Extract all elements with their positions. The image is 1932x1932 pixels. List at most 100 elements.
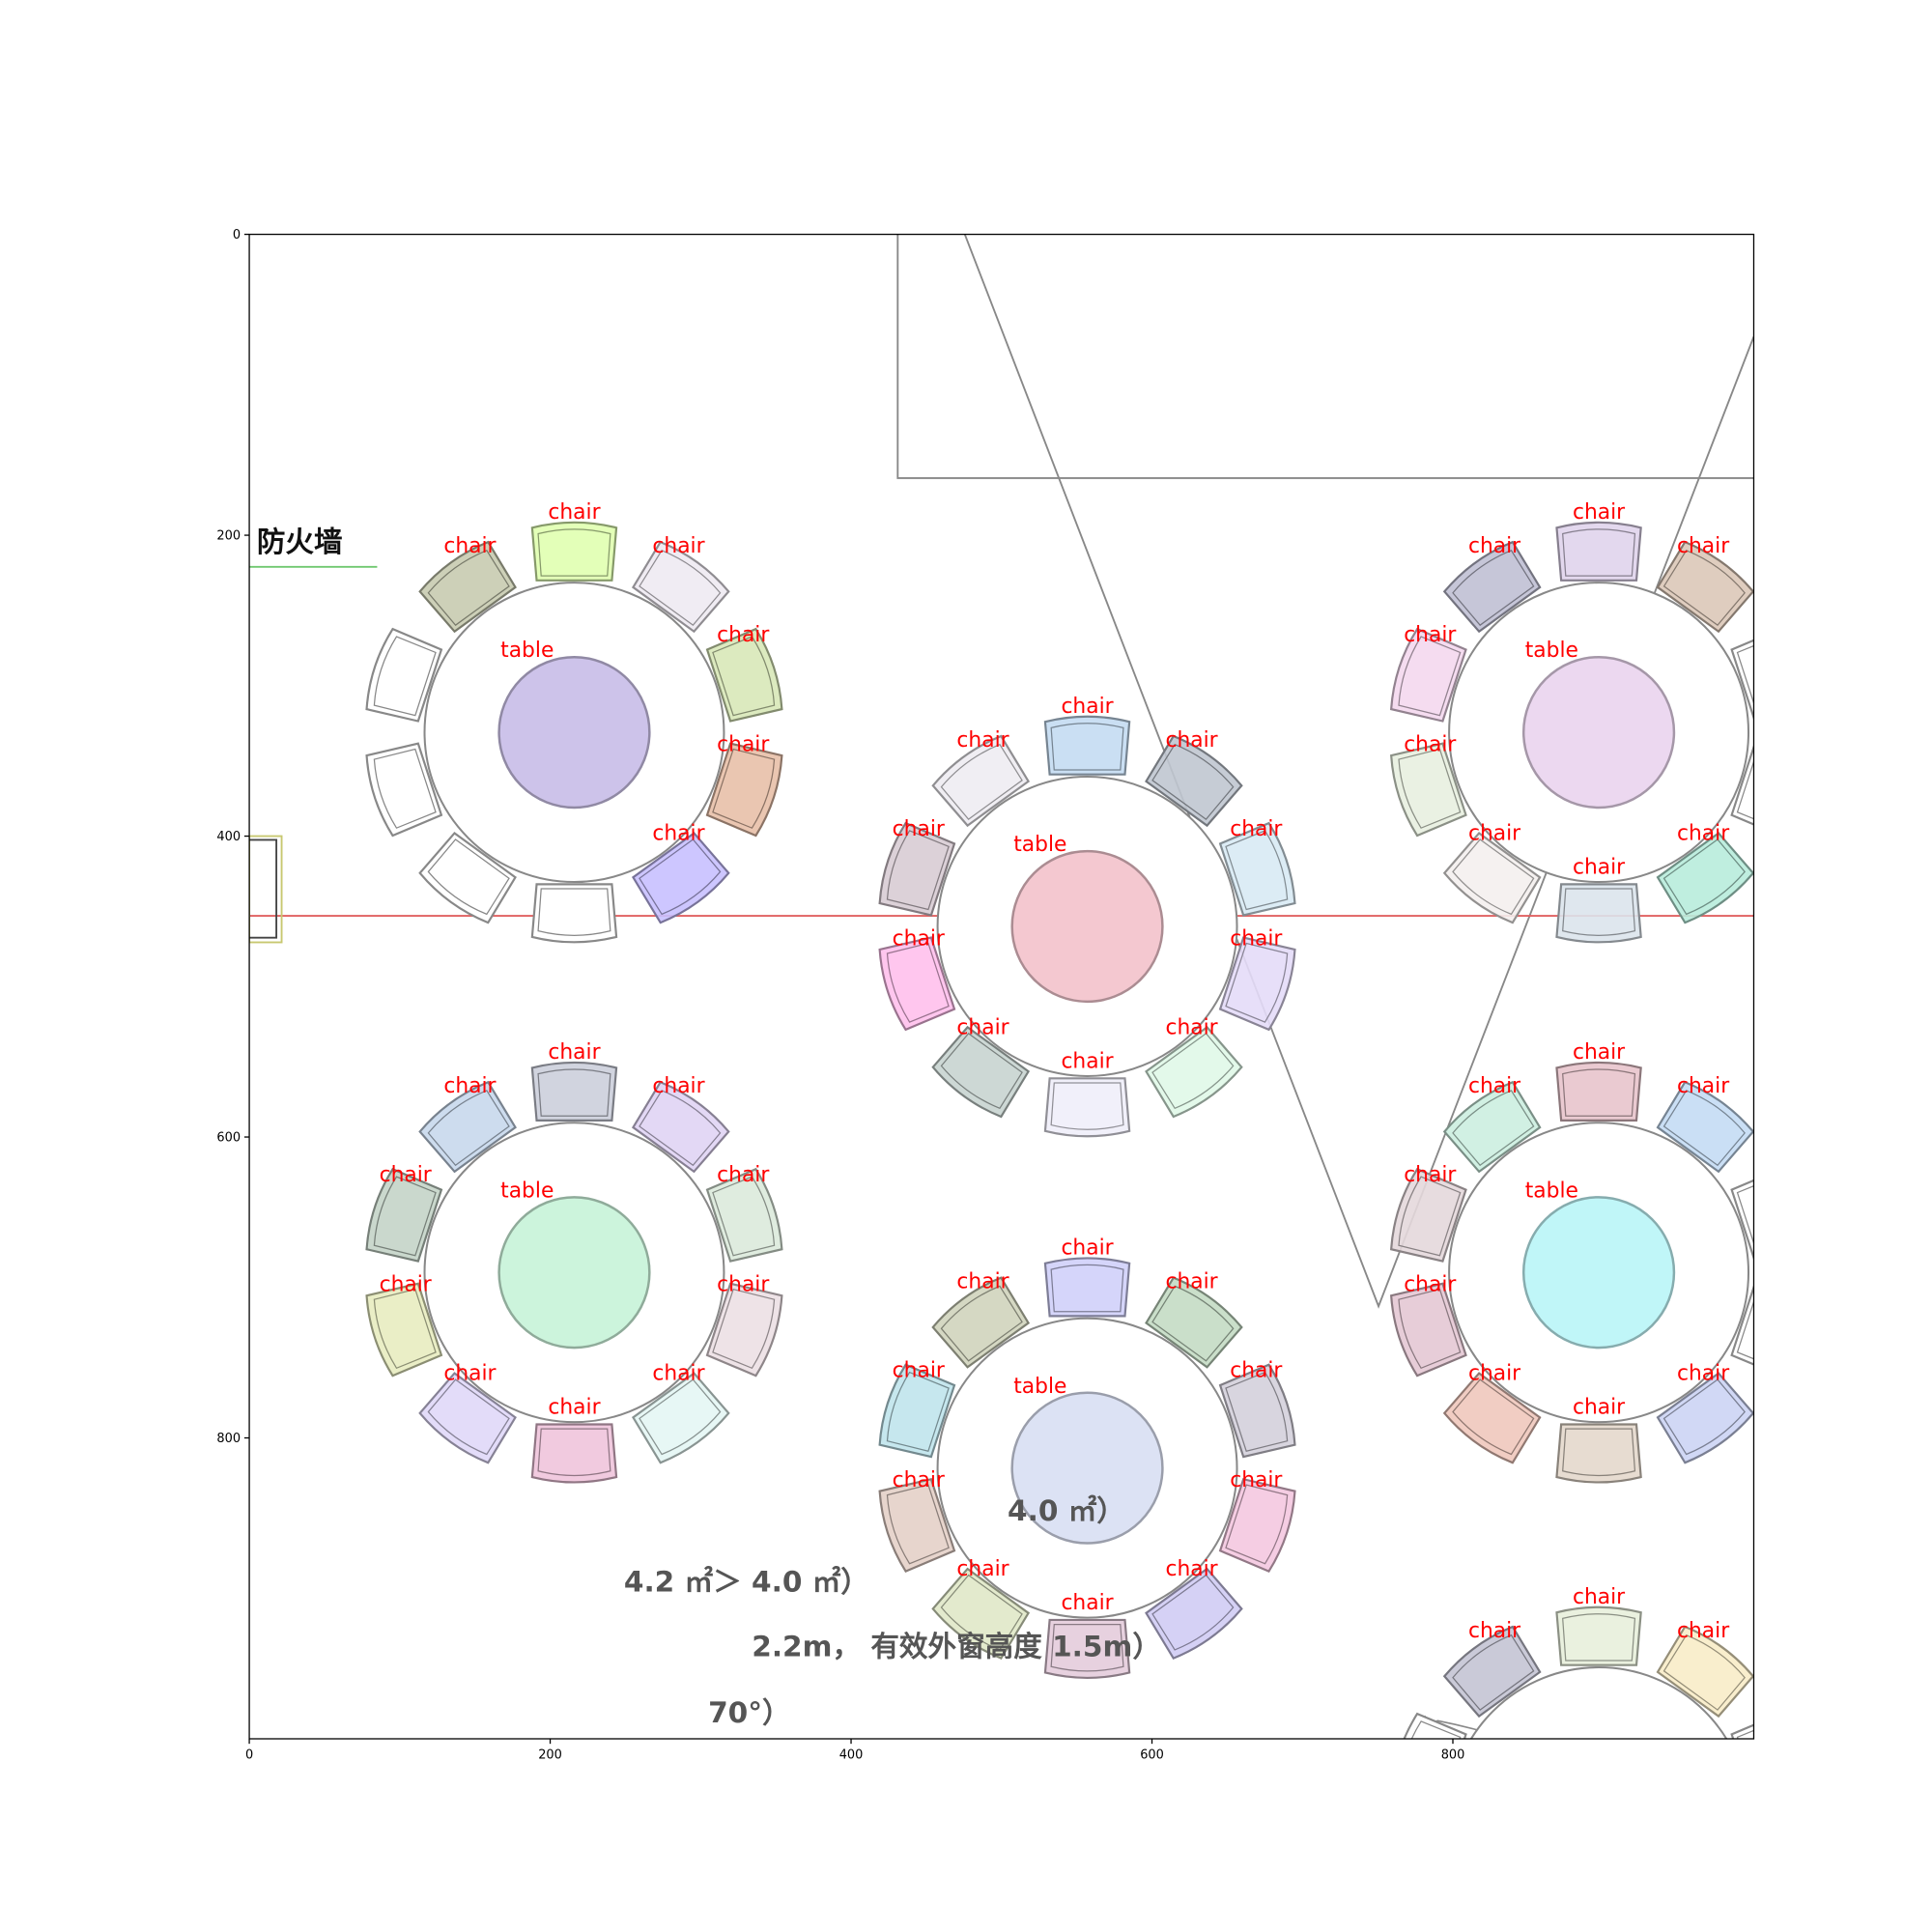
chair-outline <box>1389 1167 1467 1263</box>
y-tick-label: 0 <box>233 228 241 242</box>
chair-seat <box>373 1288 437 1370</box>
chair-outline <box>631 831 730 924</box>
chair-outline <box>1145 1025 1243 1119</box>
chair-label: chair <box>956 1015 1009 1039</box>
chair <box>1555 521 1642 582</box>
chair-seat <box>373 1176 437 1257</box>
chair-outline <box>1656 540 1754 634</box>
chair <box>931 1567 1031 1661</box>
chair-outline <box>1730 1282 1754 1378</box>
chair <box>705 1167 783 1263</box>
chair-label: chair <box>1230 817 1282 841</box>
chair-seat <box>639 1090 722 1167</box>
chair-label: chair <box>1573 500 1625 525</box>
chair-outline <box>1730 1167 1754 1263</box>
chair <box>878 1477 956 1573</box>
table-label: table <box>1525 1179 1578 1203</box>
chair-outline <box>530 883 618 944</box>
chair <box>1656 1372 1754 1464</box>
chair-label: chair <box>956 1270 1009 1294</box>
chair-outline <box>1043 715 1131 776</box>
chair <box>1555 1605 1642 1666</box>
chair <box>705 742 783 838</box>
chair-seat <box>1050 1264 1124 1313</box>
chair-label: chair <box>1677 1619 1729 1643</box>
y-tick-label: 600 <box>216 1131 241 1146</box>
chair-seat <box>427 838 510 916</box>
chair-seat <box>940 1574 1023 1651</box>
chair-label: chair <box>1230 1358 1282 1382</box>
chair-outline <box>418 831 517 924</box>
chair <box>1555 883 1642 944</box>
chair-outline <box>705 1167 783 1263</box>
chair-label: chair <box>1061 1236 1113 1261</box>
chair <box>1656 1080 1754 1174</box>
chair-outline <box>1442 540 1542 634</box>
chair-outline <box>1043 1077 1131 1138</box>
chair-label: chair <box>717 1273 769 1297</box>
chair-seat <box>1452 1090 1535 1167</box>
chair-seat <box>1151 1033 1235 1110</box>
chair-seat <box>1452 838 1535 916</box>
table-group <box>1389 1061 1754 1484</box>
chair-outline <box>1730 1712 1754 1740</box>
chair <box>1043 715 1131 776</box>
table-label: table <box>500 639 554 663</box>
chair <box>1218 1363 1296 1459</box>
table-label: table <box>1013 1375 1066 1399</box>
chair <box>878 936 956 1032</box>
chair-seat <box>427 1378 510 1456</box>
chair-label: chair <box>717 623 769 647</box>
chair-label: chair <box>956 728 1009 753</box>
chair-label: chair <box>956 1557 1009 1581</box>
chair-label: chair <box>652 821 704 845</box>
chair-seat <box>1562 1068 1636 1117</box>
chair-outline <box>705 627 783 723</box>
chair-outline <box>1145 734 1243 828</box>
chair-outline <box>418 1080 517 1174</box>
chair-label: chair <box>548 1396 600 1420</box>
chair-outline <box>1555 1061 1642 1122</box>
chair-label: chair <box>443 1074 496 1098</box>
chair <box>1389 742 1467 838</box>
x-tick-label: 800 <box>1441 1748 1465 1763</box>
table-box <box>1010 849 1164 1004</box>
chair-seat <box>1050 723 1124 771</box>
chair-seat <box>1225 1371 1289 1452</box>
chair-outline <box>1145 1567 1243 1661</box>
chair-outline <box>1218 1363 1296 1459</box>
chair-seat <box>1662 838 1746 916</box>
plot-area: 防火墙 4.0 ㎡） 4.2 ㎡＞ 4.0 ㎡） 2.2m， 有效外窗高度 1.… <box>249 234 1754 1740</box>
chair-label: chair <box>1165 1015 1217 1039</box>
wall <box>896 234 1754 479</box>
chair <box>1656 831 1754 924</box>
chair-seat <box>712 636 776 717</box>
chair-outline <box>1145 1276 1243 1369</box>
chair <box>1218 1477 1296 1573</box>
chair-outline <box>1555 1605 1642 1666</box>
chair-label: chair <box>1573 1585 1625 1609</box>
chair-outline <box>1656 831 1754 924</box>
table-box <box>1010 1391 1164 1545</box>
chair-seat <box>886 942 950 1023</box>
firewall-label: 防火墙 <box>257 526 343 558</box>
chair-outline <box>418 540 517 634</box>
chair-label: chair <box>1468 534 1520 558</box>
chair-seat <box>1398 748 1462 829</box>
chair <box>530 883 618 944</box>
chair-outline <box>631 540 730 634</box>
chair-label: chair <box>717 1163 769 1187</box>
chair-outline <box>530 521 618 582</box>
chair-outline <box>931 1276 1031 1369</box>
chair-label: chair <box>443 1361 496 1385</box>
note: 2.2m， 有效外窗高度 1.5m） <box>752 1630 1161 1662</box>
chair-seat <box>1452 550 1535 627</box>
chair-outline <box>931 1025 1031 1119</box>
chair-label: chair <box>1468 1619 1520 1643</box>
chair-label: chair <box>717 732 769 756</box>
chair <box>1656 540 1754 634</box>
chair-seat <box>1562 528 1636 577</box>
chair-label: chair <box>1468 821 1520 845</box>
chair-label: chair <box>1165 728 1217 753</box>
chair-seat <box>1662 1634 1746 1711</box>
